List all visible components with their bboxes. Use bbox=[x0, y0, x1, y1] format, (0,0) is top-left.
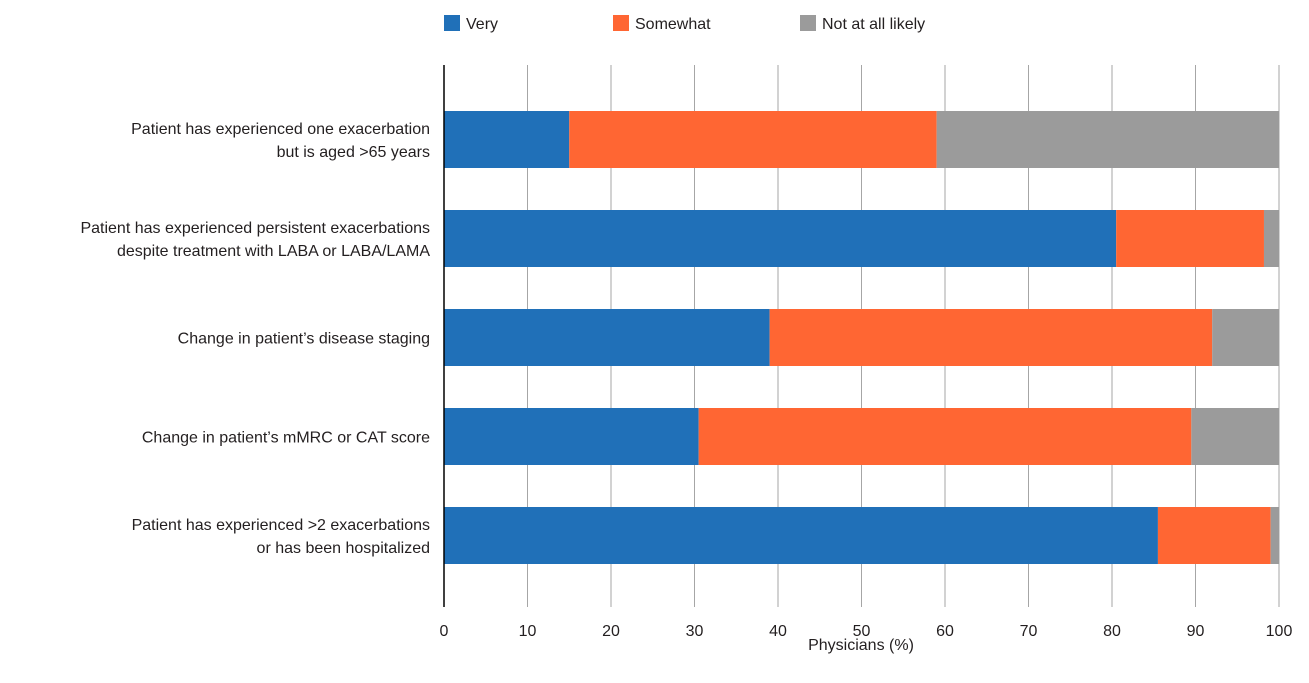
x-tick-label: 0 bbox=[440, 623, 449, 640]
bar-somewhat bbox=[1157, 507, 1271, 564]
bar-very bbox=[444, 210, 1117, 267]
bars bbox=[444, 111, 1279, 564]
x-tick-label: 60 bbox=[936, 623, 954, 640]
bar-somewhat bbox=[769, 309, 1213, 366]
bar-not-at-all-likely bbox=[1263, 210, 1279, 267]
legend-label: Not at all likely bbox=[822, 16, 925, 33]
x-tick-label: 50 bbox=[853, 623, 871, 640]
legend: Very Somewhat Not at all likely bbox=[444, 15, 925, 33]
bar-somewhat bbox=[1116, 210, 1264, 267]
bar-not-at-all-likely bbox=[1191, 408, 1279, 465]
legend-label: Very bbox=[466, 16, 498, 33]
x-tick-label: 100 bbox=[1266, 623, 1293, 640]
bar-somewhat bbox=[569, 111, 937, 168]
category-label: but is aged >65 years bbox=[277, 144, 430, 161]
category-label: despite treatment with LABA or LABA/LAMA bbox=[117, 243, 430, 260]
category-label: Patient has experienced one exacerbation bbox=[131, 121, 430, 138]
category-label: Patient has experienced >2 exacerbations bbox=[132, 517, 430, 534]
bar-very bbox=[444, 111, 570, 168]
x-tick-label: 30 bbox=[686, 623, 704, 640]
x-tick-label: 80 bbox=[1103, 623, 1121, 640]
category-label: or has been hospitalized bbox=[257, 540, 430, 557]
legend-swatch bbox=[444, 15, 460, 31]
bar-not-at-all-likely bbox=[1212, 309, 1279, 366]
x-tick-label: 10 bbox=[519, 623, 537, 640]
x-tick-label: 20 bbox=[602, 623, 620, 640]
x-tick-label: 70 bbox=[1020, 623, 1038, 640]
x-tick-label: 90 bbox=[1187, 623, 1205, 640]
x-axis-title: Physicians (%) bbox=[808, 637, 914, 654]
x-tick-label: 40 bbox=[769, 623, 787, 640]
bar-very bbox=[444, 408, 699, 465]
category-label: Change in patient’s disease staging bbox=[178, 331, 430, 348]
legend-swatch bbox=[613, 15, 629, 31]
bar-not-at-all-likely bbox=[936, 111, 1279, 168]
bar-very bbox=[444, 507, 1158, 564]
x-tick-labels: 0 10 20 30 40 50 60 70 80 90 100 bbox=[440, 623, 1293, 640]
bar-very bbox=[444, 309, 770, 366]
category-labels: Patient has experienced one exacerbation… bbox=[80, 121, 430, 557]
legend-label: Somewhat bbox=[635, 16, 711, 33]
bar-somewhat bbox=[698, 408, 1192, 465]
bar-not-at-all-likely bbox=[1270, 507, 1279, 564]
category-label: Change in patient’s mMRC or CAT score bbox=[142, 430, 430, 447]
legend-swatch bbox=[800, 15, 816, 31]
category-label: Patient has experienced persistent exace… bbox=[80, 220, 430, 237]
